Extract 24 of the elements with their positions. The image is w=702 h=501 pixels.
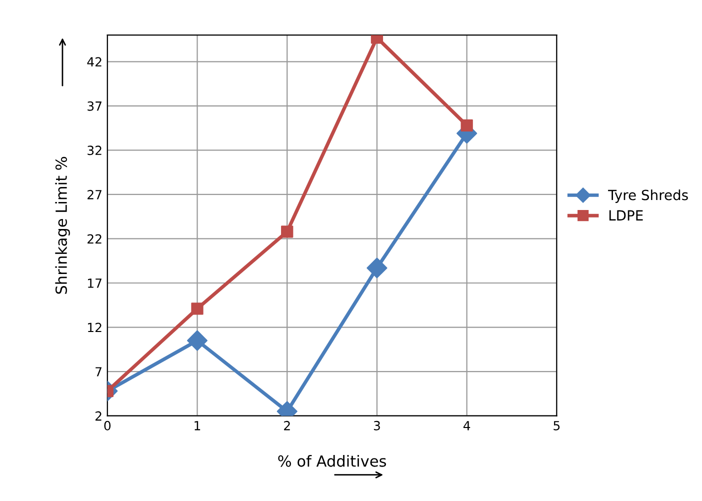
- x-axis-title: % of Additives: [278, 455, 386, 467]
- x-tick-label: 2: [284, 420, 290, 430]
- y-tick-label: 12: [88, 322, 102, 332]
- y-axis-title: Shrinkage Limit %: [55, 156, 70, 294]
- y-tick-label: 17: [88, 278, 102, 288]
- y-tick-label: 42: [87, 57, 102, 66]
- point: [191, 302, 204, 315]
- legend-label: LDPE: [609, 210, 643, 220]
- y-tick-label: 37: [88, 101, 102, 111]
- y-tick-label: 2: [96, 411, 102, 421]
- point: [366, 258, 388, 278]
- x-tick-label: 1: [194, 421, 200, 430]
- legend-label: Tyre Shreds: [608, 190, 688, 203]
- y-tick-label: 7: [96, 367, 102, 376]
- x-tick-label: 3: [374, 420, 380, 430]
- y-tick-label: 32: [88, 146, 102, 156]
- point: [460, 119, 473, 132]
- x-tick-label: 4: [463, 421, 470, 430]
- point: [186, 330, 208, 351]
- x-tick-label: 5: [554, 421, 560, 430]
- y-tick-label: 22: [88, 234, 102, 244]
- point: [281, 226, 294, 238]
- y-tick-label: 27: [88, 190, 102, 200]
- x-tick-label: 0: [104, 420, 111, 430]
